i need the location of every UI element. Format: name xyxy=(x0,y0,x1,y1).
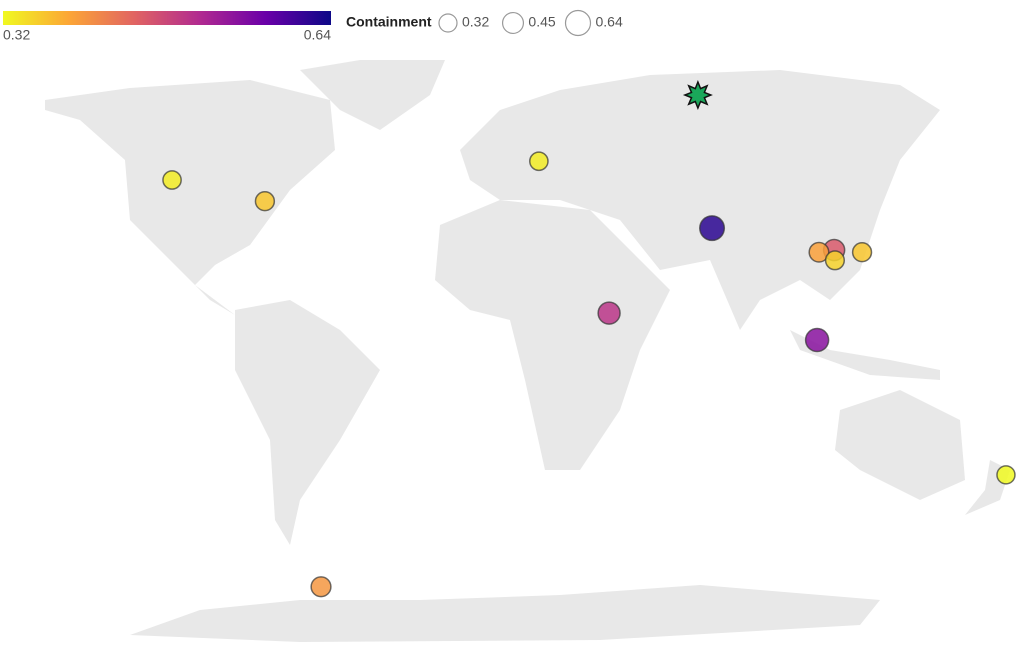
bubble xyxy=(162,170,182,190)
landmass xyxy=(45,60,1010,642)
size-legend-circle xyxy=(501,11,525,35)
highlight-star xyxy=(682,79,713,110)
size-legend-title: Containment xyxy=(346,14,432,30)
bubble xyxy=(699,215,726,242)
size-legend-circle xyxy=(438,13,458,33)
bubble xyxy=(808,241,830,263)
size-legend-label: 0.45 xyxy=(528,14,555,30)
size-legend-label: 0.64 xyxy=(596,14,623,30)
bubble xyxy=(254,191,276,212)
size-legend-circle xyxy=(564,9,592,37)
bubble xyxy=(597,301,621,325)
colorbar-tick-label: 0.64 xyxy=(304,27,331,43)
bubble xyxy=(824,250,846,271)
bubble xyxy=(851,242,873,263)
size-legend-label: 0.32 xyxy=(462,14,489,30)
colorbar-tick-label: 0.32 xyxy=(3,27,30,43)
bubble xyxy=(310,576,332,598)
bubble xyxy=(529,151,549,172)
colorbar xyxy=(3,11,331,25)
bubble xyxy=(804,327,830,353)
bubble xyxy=(996,465,1016,485)
